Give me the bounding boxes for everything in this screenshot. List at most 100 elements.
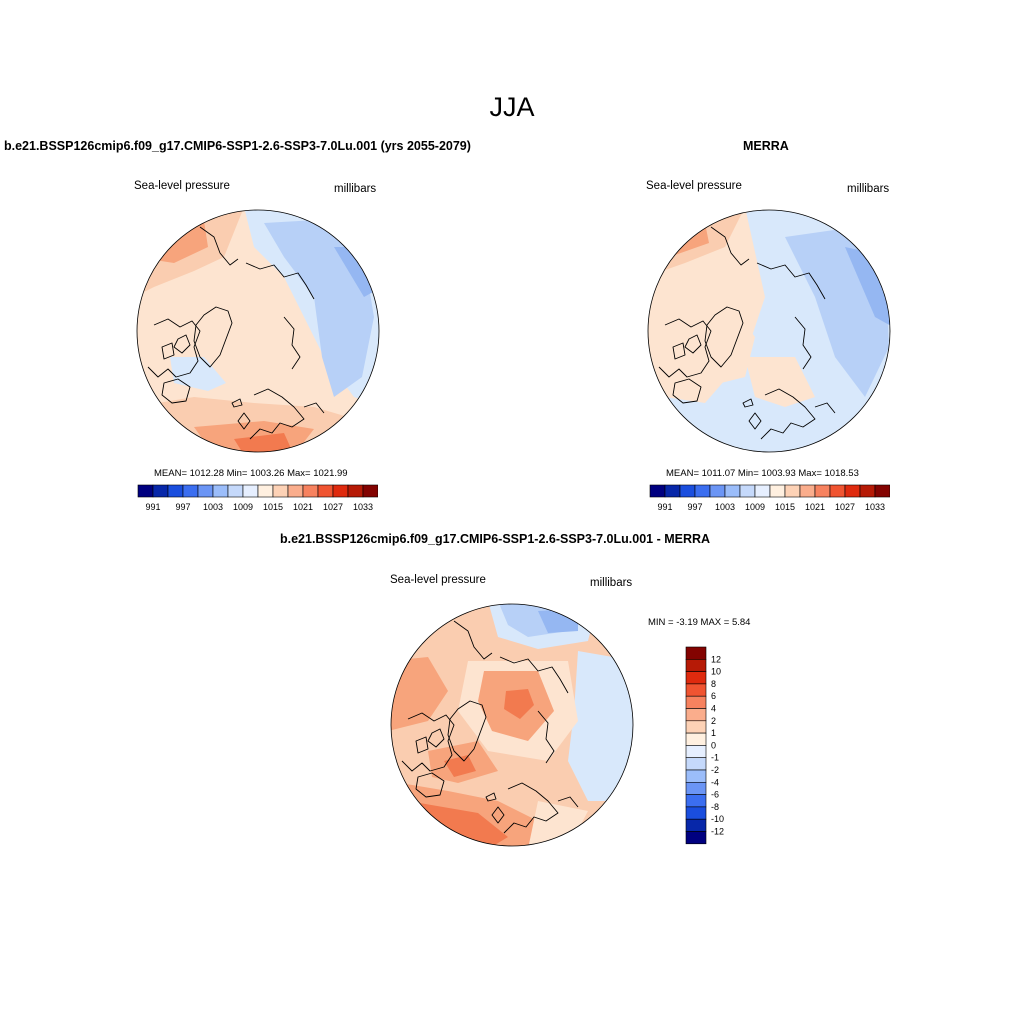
coastline xyxy=(427,728,445,748)
panel-3-variable-label: Sea-level pressure xyxy=(390,574,486,586)
panel-3-colorbar-tick-label: 10 xyxy=(711,667,721,677)
panel-1-colorbar-swatch xyxy=(257,484,274,498)
panel-3-colorbar-tick-label: 1 xyxy=(711,728,716,738)
coastline xyxy=(794,316,812,370)
coastline xyxy=(199,226,239,266)
coastline xyxy=(756,262,826,300)
pressure-contour-region xyxy=(504,689,534,719)
panel-1-colorbar-swatch xyxy=(212,484,229,498)
coastline xyxy=(485,792,497,802)
panel-1-colorbar-swatch xyxy=(287,484,304,498)
panel-3-colorbar-swatch xyxy=(685,745,707,759)
coastline xyxy=(748,412,762,430)
panel-1-colorbar-swatch xyxy=(152,484,169,498)
coastline xyxy=(672,342,686,360)
panel-3-colorbar-tick-label: 2 xyxy=(711,716,716,726)
panel-3-colorbar-tick-label: 6 xyxy=(711,691,716,701)
panel-3-colorbar-swatch xyxy=(685,671,707,685)
panel-3-colorbar-swatch xyxy=(685,806,707,820)
panel-3-colorbar-tick-label: 4 xyxy=(711,704,716,714)
panel-1-colorbar-swatch xyxy=(302,484,319,498)
panel-2-colorbar-tick-label: 1009 xyxy=(745,502,765,512)
panel-3-stats: MIN = -3.19 MAX = 5.84 xyxy=(648,617,751,628)
coastline xyxy=(704,306,744,368)
panel-3-colorbar-tick-label: 0 xyxy=(711,740,716,750)
panel-1-variable-label: Sea-level pressure xyxy=(134,180,230,192)
panel-2-colorbar-swatch xyxy=(679,484,696,498)
coastline xyxy=(742,398,754,408)
panel-1-colorbar-swatch xyxy=(227,484,244,498)
panel-2-colorbar-tick-label: 991 xyxy=(657,502,672,512)
panel-1-colorbar: 991 997 1003 1009 1015 1021 1027 1033 xyxy=(137,484,378,512)
panel-2-colorbar-tick-label: 997 xyxy=(687,502,702,512)
panel-3-units-label: millibars xyxy=(590,577,633,589)
pressure-contour-region xyxy=(568,651,633,801)
coastline xyxy=(161,378,191,404)
coastline xyxy=(245,262,315,300)
panel-1-colorbar-swatch xyxy=(332,484,349,498)
panel-1-colorbar-swatch xyxy=(167,484,184,498)
panel-1-colorbar-swatch xyxy=(362,484,378,498)
panel-3-colorbar-tick-label: -12 xyxy=(711,827,724,837)
panel-2-variable-label: Sea-level pressure xyxy=(646,180,742,192)
coastline xyxy=(658,318,712,378)
coastline xyxy=(415,772,445,798)
coastline xyxy=(147,318,201,378)
panel-3-colorbar-tick-label: 12 xyxy=(711,654,721,664)
page-title: JJA xyxy=(489,92,535,122)
pressure-contour-region xyxy=(745,357,815,407)
panel-1-colorbar-tick-label: 1015 xyxy=(263,502,283,512)
panel-2-colorbar-tick-label: 1015 xyxy=(775,502,795,512)
coastline xyxy=(249,388,305,440)
coastline xyxy=(453,620,493,660)
map-border xyxy=(647,209,891,453)
coastline xyxy=(672,378,702,404)
panel-3-colorbar-tick-label: 8 xyxy=(711,679,716,689)
panel-2-colorbar-swatch xyxy=(739,484,756,498)
coastline xyxy=(503,782,559,834)
panel-3-polar-map xyxy=(390,603,634,847)
pressure-contour-region xyxy=(391,657,448,731)
coastline xyxy=(760,388,816,440)
panel-2-colorbar-tick-label: 1033 xyxy=(865,502,885,512)
panel-3-colorbar-tick-label: -10 xyxy=(711,814,724,824)
panel-1-colorbar-swatch xyxy=(347,484,364,498)
panel-3-colorbar-swatch xyxy=(685,769,707,783)
pressure-contour-region xyxy=(444,755,476,777)
panel-3-colorbar-swatch xyxy=(685,782,707,795)
panel-1-colorbar-tick-label: 1003 xyxy=(203,502,223,512)
panel-2-colorbar-swatch xyxy=(814,484,831,498)
panel-1-colorbar-tick-label: 991 xyxy=(145,502,160,512)
panel-3-colorbar-swatch xyxy=(685,646,707,660)
map-border xyxy=(390,603,634,847)
coastline xyxy=(447,700,487,762)
coastline xyxy=(415,736,429,754)
panel-3-colorbar-swatch xyxy=(685,794,707,808)
coastline xyxy=(401,712,455,772)
panel-1-colorbar-tick-label: 1021 xyxy=(293,502,313,512)
panel-3-colorbar-swatch xyxy=(685,757,707,771)
coastline xyxy=(283,316,301,370)
coastline xyxy=(173,334,191,354)
panel-1-colorbar-swatch xyxy=(272,484,289,498)
panel-2-colorbar-swatch xyxy=(844,484,861,498)
coastline xyxy=(684,334,702,354)
panel-3-colorbar-tick-label: -1 xyxy=(711,753,719,763)
panel-3-colorbar-swatch xyxy=(685,659,707,672)
coastline xyxy=(193,306,233,368)
panel-1-colorbar-swatch xyxy=(317,484,334,498)
panel-2-colorbar-swatch xyxy=(769,484,786,498)
panel-2-colorbar-tick-label: 1003 xyxy=(715,502,735,512)
panel-3-colorbar-swatch xyxy=(685,831,707,845)
panel-2-colorbar-swatch xyxy=(784,484,801,498)
panel-2-units-label: millibars xyxy=(847,183,890,195)
panel-2-colorbar-swatch xyxy=(799,484,816,498)
pressure-contour-region xyxy=(234,433,294,452)
coastline xyxy=(491,806,505,824)
panel-2-colorbar-swatch xyxy=(874,484,890,498)
coastline xyxy=(814,402,836,414)
panel-3-colorbar-swatch xyxy=(685,695,707,709)
panel-1-colorbar-swatch xyxy=(137,484,154,498)
panel-2-colorbar-swatch xyxy=(664,484,681,498)
